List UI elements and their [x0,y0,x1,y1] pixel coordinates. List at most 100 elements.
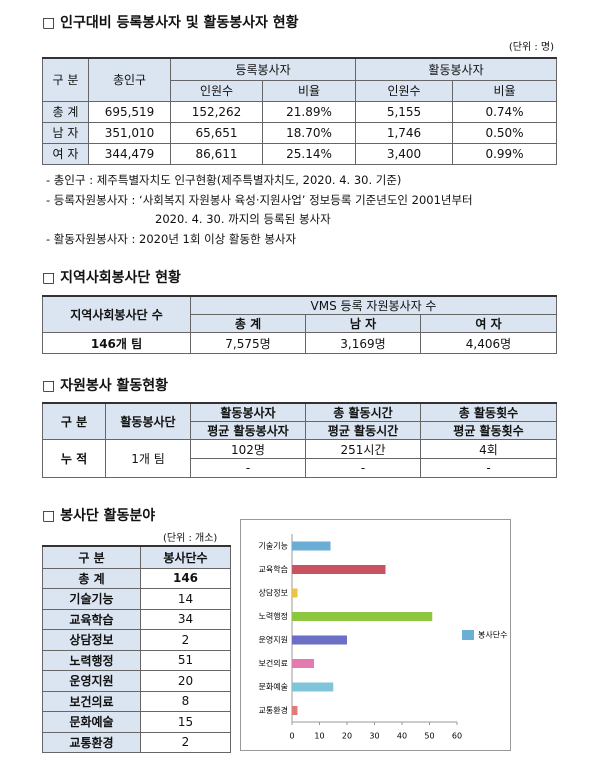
table-cell: 0.50% [452,121,558,144]
header-cell: 봉사단수 [140,545,231,569]
table-cell: 351,010 [88,121,171,144]
header-cell: 문화예술 [42,711,141,733]
section-title: □ 지역사회봉사단 현황 [42,270,181,286]
table-cell: - [190,458,306,478]
table-cell: 2 [140,731,231,753]
table-row: 총 계 695,519 152,262 21.89% 5,155 0.74% [42,100,558,123]
header-cell: 구 분 [42,545,141,569]
table: 구 분 총인구 등록봉사자 활동봉사자 인원수 비율 인원수 비율 총 계 695,519 152,… [42,57,558,165]
table-row: 기술기능 14 [42,588,231,610]
unit-label: (단위 : 명) [508,42,554,53]
table-cell: 0.74% [452,100,558,123]
table-cell: 8 [140,690,231,712]
header-cell: 여 자 [42,142,89,165]
table-row: 여 자 344,479 86,611 25.14% 3,400 0.99% [42,142,558,165]
table-row: 지역사회봉사단 수 VMS 등록 자원봉사자 수 [42,295,558,333]
header-cell: 구 분 [42,57,89,102]
x-tick-label: 20 [342,732,352,741]
header-cell: 총 활동시간 [305,402,421,422]
note: - 활동자원봉사자 : 2020년 1회 이상 활동한 봉사자 [46,231,297,246]
header-cell: 상담정보 [42,629,141,651]
header-cell: 평균 활동횟수 [420,421,557,440]
legend-swatch [462,630,474,640]
y-tick-label: 기술기능 [259,541,288,551]
table-cell: 344,479 [88,142,171,165]
table-cell: 695,519 [88,100,171,123]
note: - 등록자원봉사자 : ‘사회복지 자원봉사 육성·지원사업’ 정보등록 기준년… [46,192,473,207]
table-cell: 2 [140,629,231,651]
y-tick-label: 노력행정 [259,611,288,621]
table-cell: 3,400 [355,142,454,165]
table-row: 구 분 총인구 등록봉사자 활동봉사자 [42,57,558,102]
table-cell: 152,262 [170,100,263,123]
table-row: 누 적 1개 팀 102명 251시간 4회 [42,439,557,478]
table-cell: 3,169명 [305,332,421,354]
header-cell: 비율 [261,79,357,102]
header-cell: 인원수 [170,79,263,102]
table-cell: 15 [140,711,231,733]
table-cell: 1개 팀 [105,439,191,478]
bar [292,565,386,574]
header-cell: 운영지원 [42,670,141,692]
x-tick-label: 10 [314,732,324,741]
note: 2020. 4. 30. 까지의 등록된 봉사자 [155,212,331,226]
table-cell: 14 [140,588,231,610]
table-row: 남 자 351,010 65,651 18.70% 1,746 0.50% [42,121,558,144]
table-row: 문화예술 15 [42,711,231,733]
table-cell: 146개 팀 [42,332,191,354]
header-cell: 등록봉사자 [169,57,357,81]
note: - 총인구 : 제주특별자치도 인구현황(제주특별자치도, 2020. 4. 3… [46,173,402,187]
header-cell: 총 계 [42,567,141,589]
section-title: □ 봉사단 활동분야 [42,508,156,524]
table-row: --- [43,458,557,478]
table-row: 146개 팀 7,575명 3,169명 4,406명 [42,332,558,354]
table-cell: 21.89% [261,100,357,123]
header-cell: 보건의료 [42,690,141,712]
header-cell: 평균 활동시간 [305,421,421,440]
table-cell: 4,406명 [419,332,558,354]
table-cell: - [420,458,557,478]
header-cell: 총 계 [190,314,306,333]
bar [292,706,298,715]
bar [292,612,433,621]
section-title: □ 인구대비 등록봉사자 및 활동봉사자 현황 [42,15,299,31]
table-cell: 25.14% [261,142,357,165]
table-row: 운영지원 20 [42,670,231,692]
table: 구 분 활동봉사단 활동봉사자 총 활동시간 총 활동횟수 평균 활동봉사자 평균 활동시간… [42,402,557,478]
header-cell: 교통환경 [42,731,141,753]
y-tick-label: 문화예술 [259,682,288,692]
x-tick-label: 30 [369,732,379,741]
header-cell: 남 자 [42,121,89,144]
bar [292,588,298,598]
x-tick-label: 50 [424,732,434,741]
table-cell: 누 적 [42,439,106,478]
table-cell: 18.70% [261,121,357,144]
table: 구 분 봉사단수 총 계 146 기술기능 14 교육학습 34 상담정보 2 노력행정 51 운영지원… [42,545,231,753]
table-cell: - [305,458,421,478]
bar [292,659,314,668]
header-cell: 총 활동횟수 [420,402,557,422]
table-cell: 146 [140,567,231,589]
table-cell: 102명 [190,439,306,459]
y-tick-label: 상담정보 [259,588,288,598]
table-cell: 4회 [420,439,557,459]
x-tick-label: 60 [452,732,462,741]
legend-label: 봉사단수 [478,630,507,640]
bar [292,635,347,645]
header-cell: 여 자 [419,314,558,333]
bar [292,541,331,551]
y-tick-label: 보건의료 [259,658,288,668]
x-tick-label: 0 [289,732,294,741]
table-row: 총 계 146 [42,567,231,589]
y-tick-label: 교통환경 [259,705,288,715]
chart: 0 10 20 30 40 50 60 기술기능교육학습상담정보노력행정운영지원보건의료문화예… [240,519,511,751]
header-cell: 활동봉사자 [190,402,306,422]
y-tick-label: 교육학습 [259,564,288,574]
table-row: 보건의료 8 [42,690,231,712]
x-tick-label: 40 [397,732,407,741]
table-row: 교통환경 2 [42,731,231,753]
section-title: □ 자원봉사 활동현황 [42,378,169,394]
table-row: 교육학습 34 [42,608,231,630]
header-cell: 구 분 [42,402,106,440]
